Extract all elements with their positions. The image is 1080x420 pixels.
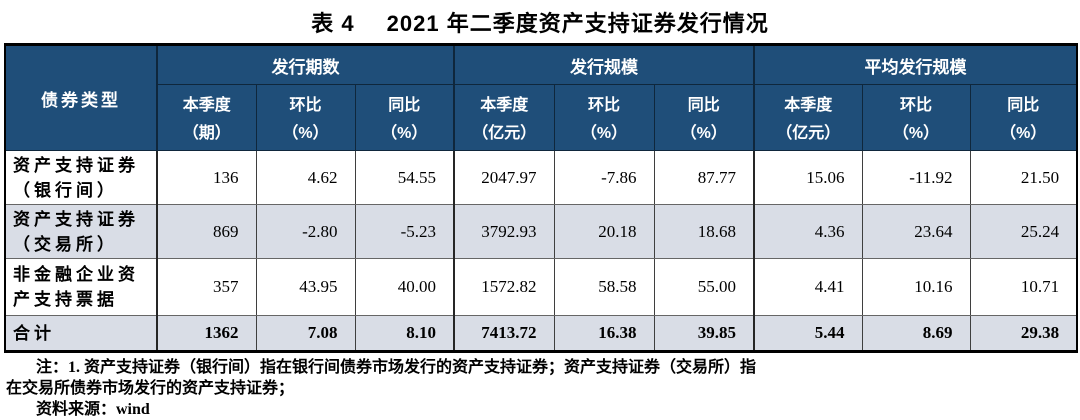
- corner-header-bond-type: 债券类型: [4, 44, 158, 151]
- abs-issuance-table: 债券类型 发行期数 发行规模 平均发行规模 本季度 （期） 环比 （%） 同比 …: [4, 43, 1079, 353]
- data-cell: 7413.72: [453, 315, 555, 352]
- subheader-count-yoy: 同比 （%）: [354, 84, 455, 151]
- row-label-cell: 资产支持证券 （交易所）: [4, 204, 158, 259]
- data-cell: 136: [156, 150, 257, 205]
- row-label-cell: 资产支持证券 （银行间）: [4, 150, 158, 205]
- data-cell: 39.85: [653, 315, 755, 352]
- data-cell: 15.06: [753, 150, 863, 205]
- header-sub-row: 本季度 （期） 环比 （%） 同比 （%） 本季度 （亿元） 环比 （%）: [5, 84, 1078, 151]
- table-row-abs-exchange: 资产支持证券 （交易所） 869 -2.80 -5.23 3792.93 20.…: [4, 204, 1078, 259]
- subheader-scale-qoq: 环比 （%）: [553, 84, 655, 151]
- data-cell: 43.95: [255, 258, 356, 316]
- group-header-avg-issue-scale: 平均发行规模: [753, 44, 1078, 85]
- data-cell: 5.44: [753, 315, 863, 352]
- table-title: 表 4 2021 年二季度资产支持证券发行情况: [0, 0, 1080, 38]
- row-label-cell: 非金融企业资 产支持票据: [4, 258, 158, 316]
- data-cell: -11.92: [861, 150, 971, 205]
- data-cell: 10.16: [861, 258, 971, 316]
- data-cell: 29.38: [969, 315, 1078, 352]
- data-cell: -7.86: [553, 150, 655, 205]
- header-group-row: 债券类型 发行期数 发行规模 平均发行规模: [4, 44, 1078, 151]
- subheader-avg-qoq: 环比 （%）: [861, 84, 971, 151]
- note-line: 在交易所债券市场发行的资产支持证券；: [6, 380, 295, 397]
- note-line: 注：1. 资产支持证券（银行间）指在银行间债券市场发行的资产支持证券；资产支持证…: [36, 359, 757, 376]
- data-cell: 40.00: [354, 258, 455, 316]
- table-row-abn-nonfinancial: 非金融企业资 产支持票据 357 43.95 40.00 1572.82 58.…: [4, 258, 1078, 316]
- group-header-issue-count: 发行期数: [155, 44, 455, 85]
- data-cell: 23.64: [861, 204, 971, 259]
- subheader-avg-yoy: 同比 （%）: [969, 84, 1078, 151]
- data-cell: 1362: [156, 315, 257, 352]
- data-cell: 21.50: [969, 150, 1078, 205]
- data-cell: 10.71: [969, 258, 1078, 316]
- data-cell: 869: [156, 204, 257, 259]
- data-cell: 20.18: [553, 204, 655, 259]
- source-line: 资料来源：wind: [36, 401, 150, 418]
- table-title-text: 2021 年二季度资产支持证券发行情况: [386, 11, 769, 36]
- data-cell: 4.62: [255, 150, 356, 205]
- row-label-cell: 合计: [4, 315, 158, 352]
- data-cell: 58.58: [553, 258, 655, 316]
- data-cell: 3792.93: [453, 204, 555, 259]
- group-header-issue-scale: 发行规模: [453, 44, 755, 85]
- data-cell: 18.68: [653, 204, 755, 259]
- data-cell: 4.36: [753, 204, 863, 259]
- data-cell: 87.77: [653, 150, 755, 205]
- data-cell: 8.10: [354, 315, 455, 352]
- data-cell: -2.80: [255, 204, 356, 259]
- data-cell: 25.24: [969, 204, 1078, 259]
- data-cell: 2047.97: [453, 150, 555, 205]
- subheader-scale-quarter: 本季度 （亿元）: [453, 84, 555, 151]
- data-cell: 4.41: [753, 258, 863, 316]
- table-row-total: 合计 1362 7.08 8.10 7413.72 16.38 39.85 5.…: [4, 315, 1078, 352]
- data-cell: 8.69: [861, 315, 971, 352]
- table-row-abs-interbank: 资产支持证券 （银行间） 136 4.62 54.55 2047.97 -7.8…: [4, 150, 1078, 205]
- subheader-count-quarter: 本季度 （期）: [156, 84, 257, 151]
- table-footnotes: 注：1. 资产支持证券（银行间）指在银行间债券市场发行的资产支持证券；资产支持证…: [6, 357, 1074, 420]
- subheader-count-qoq: 环比 （%）: [255, 84, 356, 151]
- data-cell: 16.38: [553, 315, 655, 352]
- subheader-scale-yoy: 同比 （%）: [653, 84, 755, 151]
- data-cell: 7.08: [255, 315, 356, 352]
- data-cell: -5.23: [354, 204, 455, 259]
- data-cell: 55.00: [653, 258, 755, 316]
- data-cell: 54.55: [354, 150, 455, 205]
- data-cell: 1572.82: [453, 258, 555, 316]
- subheader-avg-quarter: 本季度 （亿元）: [753, 84, 863, 151]
- table-number: 表 4: [311, 11, 355, 36]
- data-cell: 357: [156, 258, 257, 316]
